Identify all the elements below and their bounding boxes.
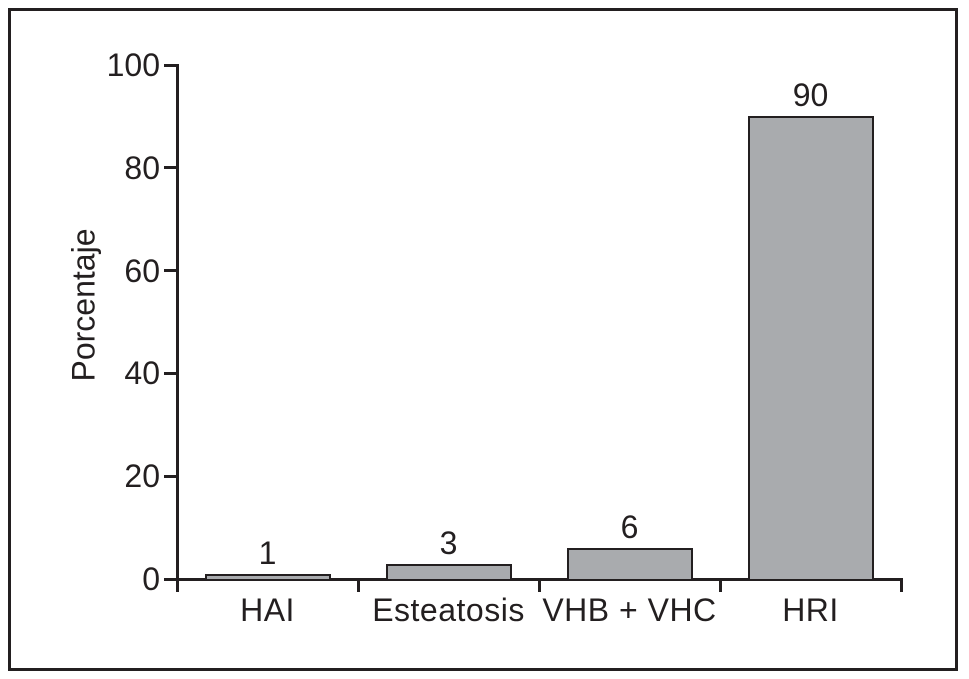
y-axis-line: [176, 64, 179, 580]
y-tick-mark: [164, 166, 177, 170]
x-tick-mark: [899, 579, 903, 592]
x-tick-mark: [356, 579, 360, 592]
y-tick-label: 100: [106, 47, 160, 83]
y-tick-label: 20: [124, 458, 160, 495]
bar: [385, 563, 512, 581]
category-label: HRI: [782, 592, 839, 628]
y-tick-mark: [164, 474, 177, 478]
y-tick-label: 60: [124, 252, 160, 289]
x-tick-mark: [537, 579, 541, 592]
bar-value-label: 3: [439, 524, 458, 561]
y-tick-mark: [164, 577, 177, 581]
bar-value-label: 90: [792, 77, 829, 114]
bar-value-label: 6: [620, 509, 639, 546]
bar: [747, 116, 874, 581]
chart-frame: [8, 8, 958, 671]
bar: [204, 573, 331, 581]
y-tick-mark: [164, 269, 177, 273]
bar: [566, 548, 693, 581]
x-tick-mark: [718, 579, 722, 592]
y-tick-label: 80: [124, 149, 160, 186]
y-tick-mark: [164, 371, 177, 375]
y-tick-label: 0: [142, 561, 160, 597]
bar-value-label: 1: [258, 534, 277, 571]
category-label: HAI: [240, 592, 295, 628]
category-label: Esteatosis: [372, 592, 525, 628]
y-tick-mark: [164, 63, 177, 67]
category-label: VHB + VHC: [542, 592, 717, 628]
x-tick-mark: [175, 579, 179, 592]
y-tick-label: 40: [124, 355, 160, 392]
